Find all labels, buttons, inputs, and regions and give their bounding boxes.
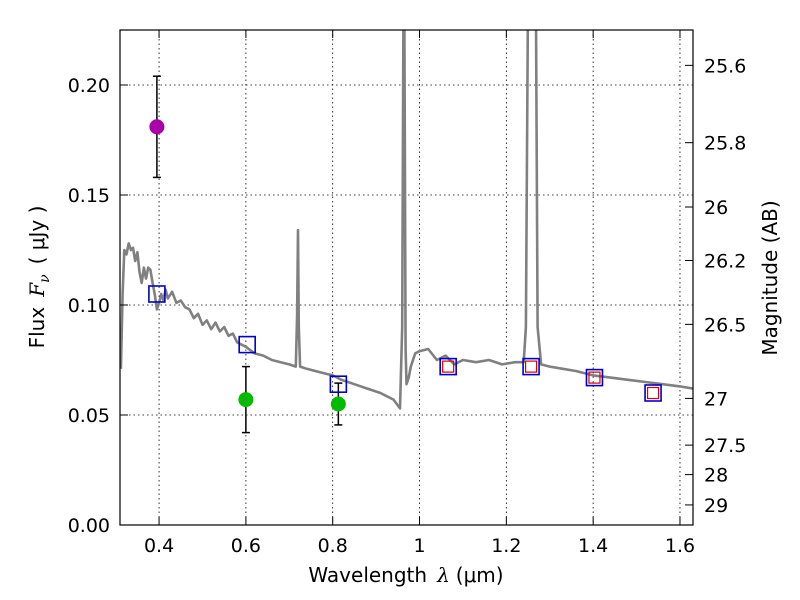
- model-box: [522, 357, 540, 376]
- x-tick-label: 1.4: [578, 535, 608, 557]
- mag-tick-label: 28: [704, 465, 728, 487]
- y-axis-label-unit: ( μJy ): [25, 206, 49, 265]
- model-box: [329, 375, 348, 394]
- plot-area: [120, 30, 693, 410]
- ticks: 0.4 0.6 0.8 1 1.2 1.4 1.6 0.00 0.05 0.10 0.15 0.20 2…: [68, 30, 746, 557]
- y-axis-label: Flux Fν ( μJy ): [25, 206, 53, 349]
- observed-point: [149, 119, 165, 135]
- x-tick-label: 1.2: [491, 535, 521, 557]
- observed-point: [238, 392, 254, 408]
- mag-tick-label: 25.8: [704, 133, 746, 155]
- mag-tick-label: 26.2: [704, 251, 746, 273]
- x-tick-label: 0.6: [231, 535, 261, 557]
- x-tick-label: 1: [413, 535, 425, 557]
- y-tick-label: 0.05: [68, 405, 110, 427]
- observed-point: [330, 396, 346, 412]
- limit-box-inner: [524, 360, 538, 373]
- y-axis-label-symbol: F: [25, 282, 49, 298]
- x-axis-label-unit: (μm): [456, 563, 504, 587]
- x-axis-label: Wavelength λ (μm): [308, 563, 503, 587]
- x-tick-label: 1.6: [665, 535, 695, 557]
- y-tick-label: 0.00: [68, 515, 110, 537]
- x-axis-label-symbol: λ: [436, 563, 450, 587]
- y2-axis-label: Magnitude (AB): [758, 200, 782, 355]
- mag-tick-label: 26.5: [704, 314, 746, 336]
- x-tick-label: 0.8: [318, 535, 348, 557]
- x-axis-label-text: Wavelength: [308, 563, 427, 587]
- model-box: [439, 357, 457, 376]
- plot-frame: [119, 29, 694, 526]
- y-tick-label: 0.15: [68, 185, 110, 207]
- model-box: [238, 335, 256, 354]
- model-box: [148, 285, 166, 303]
- model-box: [644, 384, 662, 402]
- x-tick-label: 0.4: [144, 535, 174, 557]
- limit-box-inner: [646, 386, 660, 400]
- mag-tick-label: 27.5: [704, 435, 746, 457]
- y-axis-label-subscript: ν: [37, 274, 53, 283]
- mag-tick-label: 27: [704, 388, 728, 410]
- y-tick-label: 0.10: [68, 295, 110, 317]
- mag-tick-label: 26: [704, 197, 728, 219]
- model-spectrum-line: [120, 30, 693, 410]
- limit-box-inner: [588, 371, 601, 384]
- y-axis-label-text: Flux: [25, 307, 49, 349]
- model-box: [585, 368, 604, 387]
- y-tick-label: 0.20: [68, 75, 110, 97]
- mag-tick-label: 25.6: [704, 55, 746, 77]
- limit-box-inner: [442, 360, 455, 373]
- mag-tick-label: 29: [704, 495, 728, 517]
- markers: [148, 75, 662, 434]
